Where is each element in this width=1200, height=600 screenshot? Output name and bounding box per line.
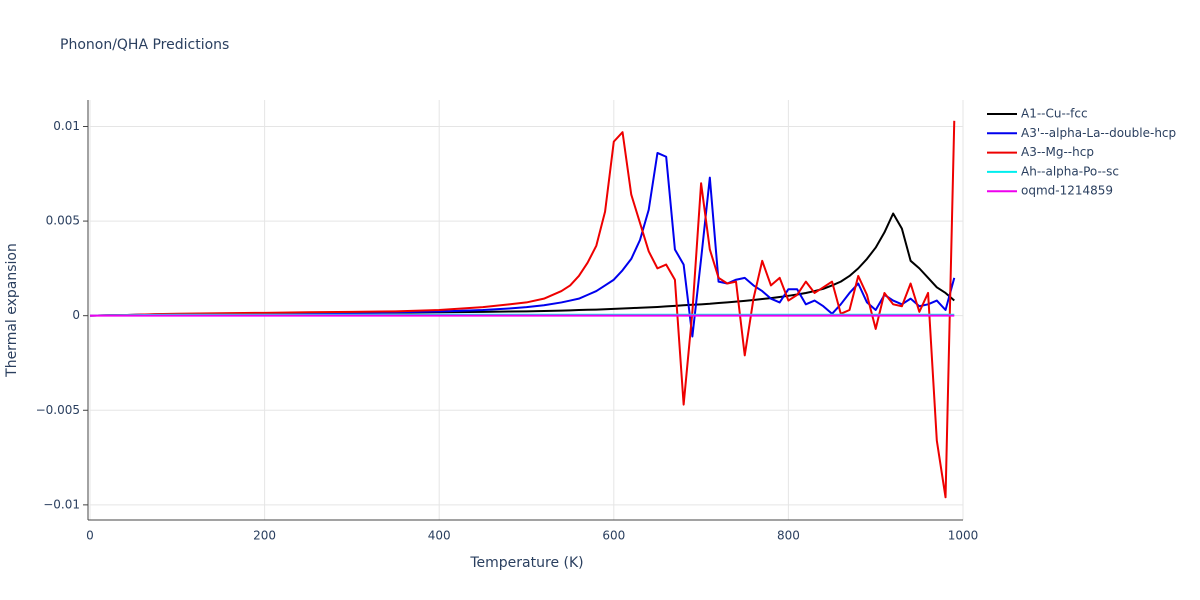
legend-label: oqmd-1214859	[1021, 184, 1113, 198]
legend-item[interactable]: Ah--alpha-Po--sc	[987, 164, 1119, 178]
x-tick-label: 800	[777, 529, 800, 543]
legend-item[interactable]: A1--Cu--fcc	[987, 107, 1088, 121]
legend-label: A1--Cu--fcc	[1021, 107, 1088, 121]
legend-item[interactable]: oqmd-1214859	[987, 184, 1113, 198]
y-tick-label: −0.005	[36, 403, 80, 417]
x-axis-title: Temperature (K)	[469, 555, 583, 571]
x-tick-label: 600	[602, 529, 625, 543]
plot-area	[89, 120, 956, 499]
x-tick-label: 400	[428, 529, 451, 543]
y-tick-label: −0.01	[43, 497, 80, 511]
legend-label: A3--Mg--hcp	[1021, 145, 1094, 159]
series-line	[89, 151, 956, 338]
x-tick-label: 0	[86, 529, 94, 543]
legend-item[interactable]: A3--Mg--hcp	[987, 145, 1094, 159]
y-tick-label: 0.005	[46, 214, 80, 228]
y-tick-label: 0	[72, 308, 80, 322]
x-tick-label: 200	[253, 529, 276, 543]
series-line	[89, 120, 956, 499]
chart-title: Phonon/QHA Predictions	[60, 37, 229, 53]
y-axis-title: Thermal expansion	[4, 243, 20, 378]
legend-item[interactable]: A3'--alpha-La--double-hcp	[987, 126, 1176, 140]
y-tick-label: 0.01	[53, 119, 80, 133]
x-tick-label: 1000	[948, 529, 979, 543]
legend-label: Ah--alpha-Po--sc	[1021, 164, 1119, 178]
legend: A1--Cu--fcc A3'--alpha-La--double-hcp A3--…	[987, 107, 1176, 198]
legend-label: A3'--alpha-La--double-hcp	[1021, 126, 1176, 140]
